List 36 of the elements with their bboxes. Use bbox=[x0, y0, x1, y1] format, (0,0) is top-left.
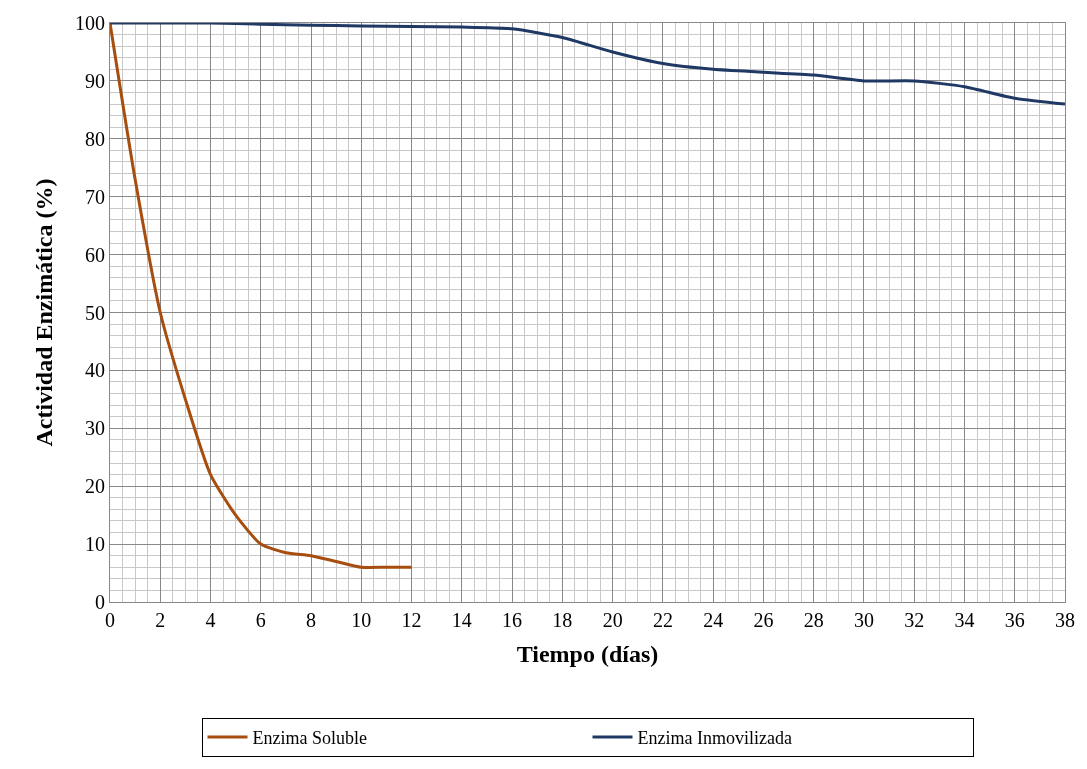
x-tick-label: 28 bbox=[803, 609, 824, 631]
x-tick-label: 34 bbox=[954, 609, 975, 631]
x-tick-label: 26 bbox=[753, 609, 774, 631]
y-tick-label: 0 bbox=[95, 591, 105, 613]
y-tick-label: 70 bbox=[85, 185, 105, 208]
y-tick-label: 100 bbox=[75, 12, 105, 34]
x-tick-label: 6 bbox=[255, 609, 266, 631]
line-series bbox=[110, 23, 1065, 106]
x-tick-label: 22 bbox=[652, 609, 673, 631]
x-tick-label: 4 bbox=[205, 609, 216, 631]
x-tick-label: 8 bbox=[306, 609, 317, 631]
x-axis-title: Tiempo (días) bbox=[516, 641, 659, 668]
y-tick-label: 20 bbox=[85, 475, 105, 498]
x-tick-label: 32 bbox=[904, 609, 925, 631]
y-tick-label: 50 bbox=[85, 301, 105, 324]
x-tick-label: 16 bbox=[502, 609, 523, 631]
x-tick-label: 30 bbox=[853, 609, 874, 631]
y-tick-label: 30 bbox=[85, 417, 105, 440]
x-tick-label: 14 bbox=[451, 609, 472, 631]
y-axis-title: Actividad Enzimática (%) bbox=[31, 178, 58, 447]
x-tick-label: 2 bbox=[155, 609, 166, 631]
x-tick-label: 38 bbox=[1055, 609, 1075, 631]
x-tick-label: 12 bbox=[401, 609, 422, 631]
x-tick-label: 20 bbox=[602, 609, 623, 631]
line-series bbox=[110, 23, 414, 569]
y-tick-label: 90 bbox=[85, 69, 105, 92]
y-tick-label: 40 bbox=[85, 359, 105, 382]
x-tick-label: 24 bbox=[703, 609, 724, 631]
x-tick-label: 18 bbox=[552, 609, 573, 631]
y-tick-label: 60 bbox=[85, 243, 105, 266]
y-tick-label: 10 bbox=[85, 533, 105, 556]
x-tick-label: 36 bbox=[1004, 609, 1025, 631]
y-tick-label: 80 bbox=[85, 127, 105, 150]
legend-label: Enzima Soluble bbox=[252, 728, 367, 749]
x-tick-label: 10 bbox=[351, 609, 372, 631]
legend-label: Enzima Inmovilizada bbox=[637, 728, 792, 749]
